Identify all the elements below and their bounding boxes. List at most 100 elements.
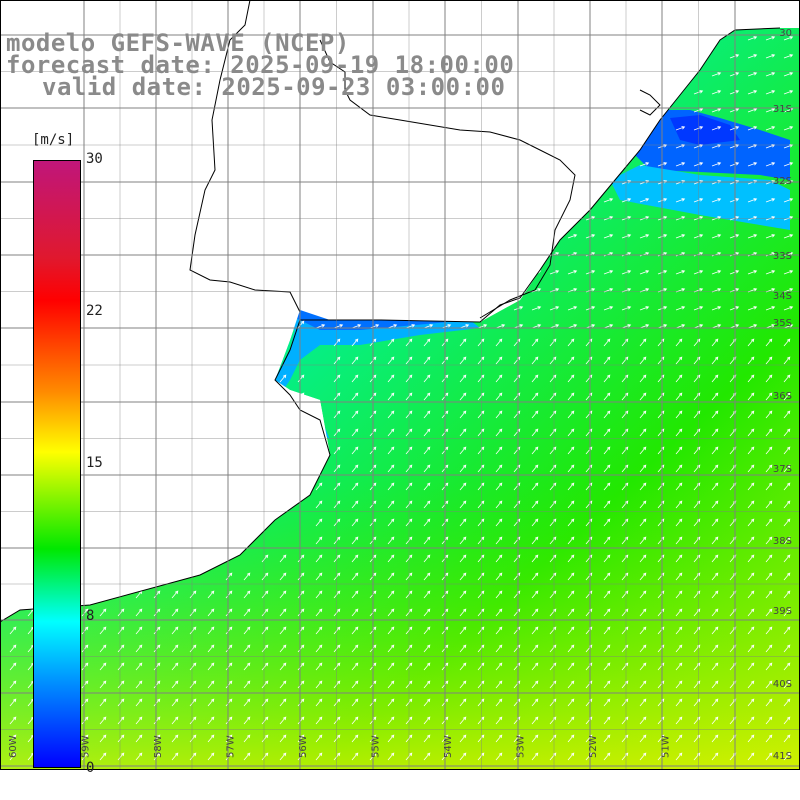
wind-arrow	[603, 446, 611, 455]
wind-arrow	[243, 680, 251, 689]
wind-arrow	[531, 500, 539, 509]
wind-arrow	[279, 734, 287, 743]
wind-arrow	[279, 626, 287, 635]
wind-arrow	[675, 536, 683, 545]
wind-arrow	[747, 36, 758, 41]
wind-arrow	[693, 716, 701, 725]
wind-arrow	[693, 374, 701, 383]
wind-arrow	[459, 536, 467, 545]
wind-arrow	[243, 716, 251, 725]
wind-arrow	[117, 698, 125, 707]
wind-arrow	[783, 356, 791, 365]
wind-arrow	[711, 482, 719, 491]
wind-arrow	[711, 162, 722, 167]
wind-arrow	[603, 752, 611, 761]
wind-arrow	[567, 734, 575, 743]
wind-arrow	[693, 626, 701, 635]
wind-arrow	[711, 734, 719, 743]
wind-arrow	[621, 446, 629, 455]
wind-arrow	[603, 662, 611, 671]
wind-arrow	[225, 572, 233, 581]
colorbar-tick: 15	[86, 455, 103, 471]
wind-arrow	[675, 482, 683, 491]
wind-arrow	[711, 72, 722, 77]
wind-arrow	[279, 680, 287, 689]
wind-arrow	[333, 680, 341, 689]
wind-arrow	[783, 608, 791, 617]
wind-arrow	[351, 446, 359, 455]
wind-arrow	[747, 72, 758, 77]
wind-arrow	[693, 216, 704, 221]
wind-arrow	[729, 324, 740, 329]
wind-arrow	[711, 572, 719, 581]
wind-arrow	[495, 324, 506, 329]
wind-arrow	[423, 626, 431, 635]
wind-arrow	[207, 716, 215, 725]
wind-arrow	[351, 608, 359, 617]
wind-arrow	[153, 608, 161, 617]
wind-arrow	[315, 590, 323, 599]
wind-arrow	[675, 234, 686, 239]
wind-arrow	[207, 680, 215, 689]
wind-arrow	[405, 752, 413, 761]
wind-arrow	[531, 644, 539, 653]
wind-arrow	[387, 752, 395, 761]
wind-arrow	[567, 338, 575, 347]
wind-arrow	[243, 698, 251, 707]
wind-arrow	[747, 626, 755, 635]
latitude-label: 33S	[773, 251, 792, 262]
wind-arrow	[765, 644, 773, 653]
wind-arrow	[675, 338, 683, 347]
wind-arrow	[225, 608, 233, 617]
wind-arrow	[693, 734, 701, 743]
wind-arrow	[153, 680, 161, 689]
wind-arrow	[567, 536, 575, 545]
wind-arrow	[333, 392, 341, 401]
wind-arrow	[765, 270, 776, 275]
wind-arrow	[261, 590, 269, 599]
wind-arrow	[297, 626, 305, 635]
wind-arrow	[783, 500, 791, 509]
wind-arrow	[783, 338, 791, 347]
wind-arrow	[693, 144, 704, 149]
wind-arrow	[405, 536, 413, 545]
wind-arrow	[549, 662, 557, 671]
wind-arrow	[765, 608, 773, 617]
wind-arrow	[495, 338, 503, 347]
wind-arrow	[711, 270, 722, 275]
wind-arrow	[639, 608, 647, 617]
wind-arrow	[621, 356, 629, 365]
wind-arrow	[711, 464, 719, 473]
latitude-label: 32S	[773, 176, 792, 187]
wind-arrow	[621, 680, 629, 689]
wind-arrow	[279, 590, 287, 599]
wind-arrow	[441, 324, 452, 329]
wind-arrow	[567, 698, 575, 707]
wind-arrow	[315, 734, 323, 743]
wind-arrow	[747, 752, 755, 761]
wind-arrow	[765, 216, 776, 221]
wind-arrow	[567, 428, 575, 437]
wind-arrow	[171, 680, 179, 689]
wind-arrow	[621, 288, 632, 293]
latitude-label: 36S	[773, 391, 792, 402]
wind-arrow	[495, 500, 503, 509]
wind-arrow	[747, 716, 755, 725]
wind-arrow	[603, 536, 611, 545]
wind-arrow	[153, 644, 161, 653]
wind-arrow	[495, 662, 503, 671]
wind-arrow	[603, 198, 614, 203]
wind-arrow	[549, 410, 557, 419]
wind-arrow	[765, 752, 773, 761]
wind-arrow	[279, 608, 287, 617]
wind-arrow	[639, 216, 650, 221]
wind-arrow	[135, 680, 143, 689]
longitude-label: 54W	[443, 735, 454, 758]
wind-arrow	[693, 518, 701, 527]
wind-arrow	[225, 734, 233, 743]
wind-arrow	[711, 90, 722, 95]
wind-arrow	[495, 446, 503, 455]
wind-arrow	[9, 680, 17, 689]
wind-arrow	[477, 734, 485, 743]
wind-arrow	[405, 410, 413, 419]
